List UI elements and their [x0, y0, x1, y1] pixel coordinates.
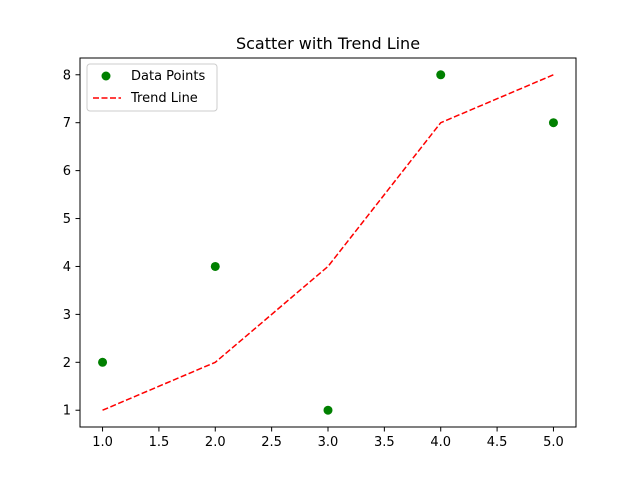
y-tick-label: 2: [63, 356, 71, 371]
y-tick-label: 6: [63, 164, 71, 179]
legend-marker-data-points: [101, 71, 111, 81]
data-point: [436, 70, 446, 80]
data-point: [210, 261, 220, 271]
x-tick-label: 3.0: [318, 435, 339, 450]
x-tick-label: 3.5: [374, 435, 395, 450]
legend-box: [86, 63, 218, 112]
data-point: [98, 357, 108, 367]
legend-label-trend-line: Trend Line: [130, 91, 198, 106]
y-tick-label: 4: [63, 260, 71, 275]
y-tick-label: 3: [63, 308, 71, 323]
x-tick-label: 1.5: [149, 435, 170, 450]
y-tick-label: 8: [63, 68, 71, 83]
legend-label-data-points: Data Points: [131, 69, 205, 84]
data-point: [548, 118, 558, 128]
x-axis: 1.0 1.5 2.0 2.5 3.0 3.5 4.0 4.5 5.0: [92, 427, 564, 450]
y-axis: 1 2 3 4 5 6 7 8: [63, 68, 80, 419]
data-point: [323, 405, 333, 415]
x-tick-label: 2.5: [261, 435, 282, 450]
y-tick-label: 1: [63, 404, 71, 419]
x-tick-label: 1.0: [92, 435, 113, 450]
x-tick-label: 2.0: [205, 435, 226, 450]
plot-area-frame: [79, 57, 577, 428]
trend-line: [102, 74, 554, 411]
chart-title: Scatter with Trend Line: [236, 34, 420, 53]
x-tick-label: 4.5: [487, 435, 508, 450]
plot-series: [98, 70, 558, 415]
x-tick-label: 5.0: [543, 435, 564, 450]
y-tick-label: 7: [63, 116, 71, 131]
legend: Data Points Trend Line: [86, 63, 218, 112]
y-tick-label: 5: [63, 212, 71, 227]
x-tick-label: 4.0: [430, 435, 451, 450]
